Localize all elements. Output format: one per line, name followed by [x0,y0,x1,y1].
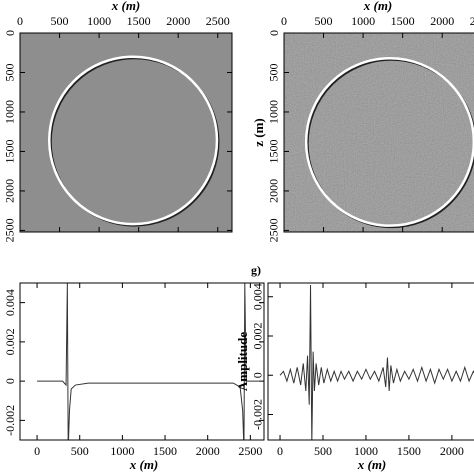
x-tick-label: 1500 [391,14,415,28]
y-tick-label: 1500 [3,139,17,163]
x-tick-label: 2000 [430,14,454,28]
plot-area [284,33,474,232]
panel: 0 500 1000 1500 2000 2500 -0.002 0 0.002 0.004 x (… [235,263,474,472]
x-tick-label: 2000 [196,444,220,458]
x-tick-label: 500 [315,14,333,28]
x-axis-label: x (m) [363,0,393,13]
reflector [48,55,219,226]
x-tick-label: 500 [314,444,332,458]
plot-area [279,284,474,440]
y-tick-label: 2500 [267,218,281,242]
y-tick-label: 1000 [3,100,17,124]
x-tick-label: 500 [71,444,89,458]
x-tick-label: 1000 [351,14,375,28]
panel: 0 500 1000 1500 2000 2500 -0.002 0 0.002 0.004 x (… [3,282,265,472]
panel: 0 500 1000 1500 2000 2500 0 500 1000 1500 2000 2500… [251,0,474,242]
x-tick-label: 2000 [166,14,190,28]
x-axis-label: x (m) [357,457,387,472]
x-tick-label: 2500 [470,14,474,28]
image-noise [284,33,474,232]
panel: 0 500 1000 1500 2000 2500 0 500 1000 1500 2000 2500… [3,0,233,242]
y-tick-label: 0.004 [3,289,17,316]
trace [37,283,259,440]
y-tick-label: -0.002 [251,399,265,430]
y-tick-label: 0.002 [3,328,17,355]
reflector-shadow [49,57,220,227]
y-tick-label: 500 [3,63,17,81]
x-axis-label: x (m) [129,457,159,472]
x-tick-label: 1000 [87,14,111,28]
x-tick-label: 0 [281,14,287,28]
plot-area [37,283,259,440]
plot-area [20,33,232,232]
x-tick-label: 0 [277,444,283,458]
y-tick-label: 0 [267,30,281,36]
frame [19,282,265,441]
x-tick-label: 1000 [354,444,378,458]
y-axis-label: z (m) [251,118,266,147]
x-tick-label: 1500 [153,444,177,458]
x-tick-label: 2500 [206,14,230,28]
frame [19,32,233,233]
x-tick-label: 1500 [127,14,151,28]
y-axis-label: Amplitude [235,332,250,391]
x-tick-label: 1000 [110,444,134,458]
frame [283,32,474,233]
x-tick-label: 0 [17,14,23,28]
y-tick-label: 0.002 [251,322,265,349]
panel-label: g) [251,263,261,277]
y-tick-label: 0 [251,372,265,378]
x-tick-label: 1500 [397,444,421,458]
y-tick-label: 1500 [267,139,281,163]
reflector-shadow [306,58,474,229]
x-tick-label: 0 [34,444,40,458]
y-tick-label: 2000 [267,179,281,203]
x-tick-label: 500 [51,14,69,28]
x-axis-label: x (m) [111,0,141,13]
y-tick-label: 500 [267,63,281,81]
y-tick-label: 2000 [3,179,17,203]
y-tick-label: 0 [3,378,17,384]
y-tick-label: 0.004 [251,283,265,310]
y-tick-label: 2500 [3,218,17,242]
y-tick-label: 0 [3,30,17,36]
x-tick-label: 2500 [238,444,262,458]
x-tick-label: 2000 [440,444,464,458]
trace [279,284,474,440]
y-tick-label: -0.002 [3,405,17,436]
frame [267,282,474,441]
y-tick-label: 1000 [267,100,281,124]
